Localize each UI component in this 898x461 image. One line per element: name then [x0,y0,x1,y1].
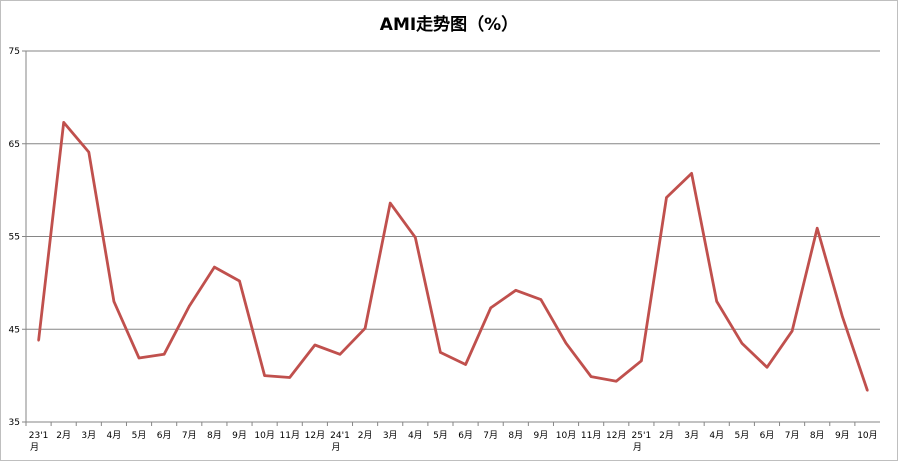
x-tick-label: 4月 [709,430,724,441]
data-point [715,300,718,303]
data-point [816,226,819,230]
x-tick-label: 2月 [659,430,674,441]
x-tick-label: 8月 [207,430,222,441]
data-point [288,376,291,379]
series-line [37,121,869,391]
x-tick-label: 6月 [760,430,775,441]
x-tick-label: 23'1 月 [29,431,49,453]
data-point [313,343,317,347]
x-tick-label: 8月 [810,430,825,441]
data-point [62,121,65,124]
data-point [539,298,543,301]
data-point [263,374,266,377]
x-tick-label: 4月 [107,430,122,441]
y-tick-label: 65 [9,140,20,150]
x-tick-label: 9月 [232,430,247,441]
x-tick-label: 25'1 月 [632,431,652,453]
data-point [790,329,794,333]
data-point [615,379,618,383]
data-point [162,353,166,356]
data-point [112,300,116,303]
data-point [489,306,492,310]
x-tick-label: 11月 [280,430,300,441]
x-tick-label: 12月 [305,430,325,441]
x-tick-label: 5月 [433,430,448,441]
data-point [690,172,693,175]
x-tick-label: 7月 [483,430,498,441]
data-point [841,315,844,318]
data-point [213,265,216,269]
x-tick-label: 10月 [857,430,877,441]
x-tick-label: 3月 [383,430,398,441]
x-tick-label: 10月 [556,430,576,441]
data-point [439,351,442,354]
y-tick-label: 35 [9,418,20,428]
data-point [87,150,90,154]
data-point [866,389,869,392]
data-point [363,327,367,330]
x-tick-label: 2月 [358,430,373,441]
data-point [238,279,241,283]
x-tick-label: 2月 [56,430,71,441]
x-tick-label: 6月 [458,430,473,441]
data-point [564,341,568,345]
data-point [640,359,643,362]
data-point [37,339,40,342]
x-tick-label: 5月 [132,430,147,441]
y-tick-label: 55 [9,233,20,243]
data-point [338,353,342,356]
x-tick-label: 5月 [734,430,749,441]
data-point [514,289,517,292]
x-tick-label: 7月 [182,430,197,441]
data-point [414,236,417,239]
x-tick-label: 9月 [835,430,850,441]
x-tick-label: 4月 [408,430,423,441]
x-tick-label: 9月 [534,430,549,441]
y-tick-label: 45 [9,325,20,335]
x-tick-label: 8月 [508,430,523,441]
x-tick-label: 6月 [157,430,172,441]
data-point [188,304,191,308]
data-point [389,201,392,205]
data-point [765,366,769,369]
data-point [740,341,744,345]
x-tick-label: 11月 [581,430,601,441]
x-tick-label: 3月 [81,430,96,441]
x-tick-label: 24'1 月 [330,431,350,453]
y-tick-label: 75 [9,47,20,57]
chart-title: AMI走势图（%） [379,15,519,35]
x-tick-label: 7月 [785,430,800,441]
data-point [137,356,141,360]
data-point [464,363,467,366]
x-tick-label: 3月 [684,430,699,441]
data-point [665,196,668,199]
x-tick-label: 12月 [606,430,626,441]
x-tick-label: 10月 [254,430,274,441]
data-point [589,375,593,378]
